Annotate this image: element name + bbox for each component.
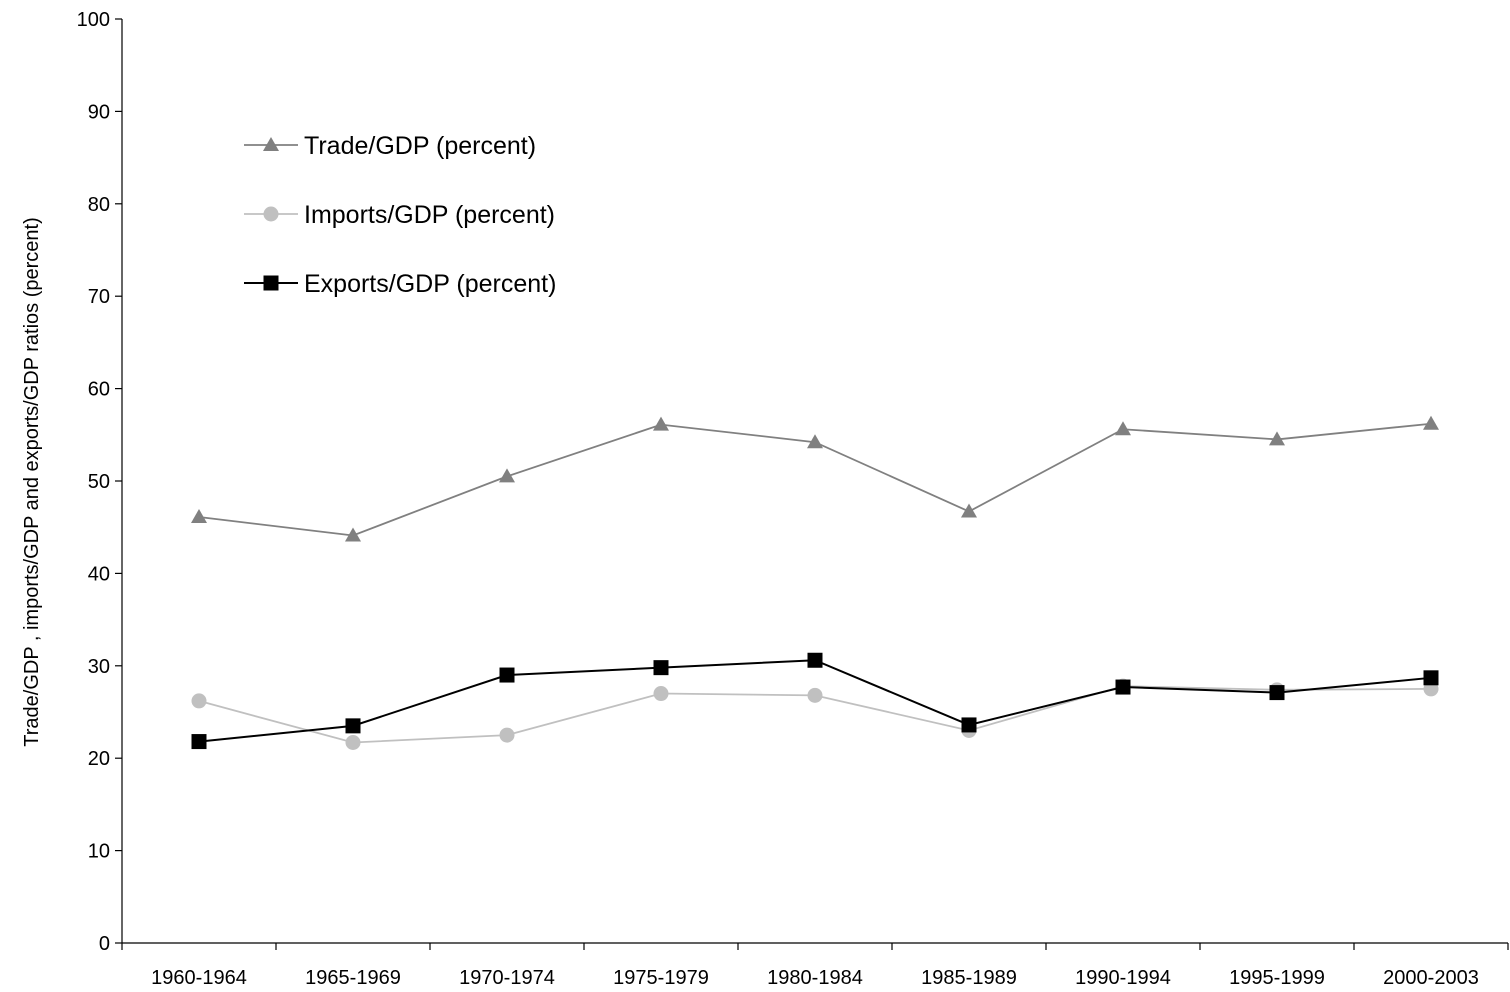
data-point — [191, 693, 207, 709]
legend-label: Imports/GDP (percent) — [304, 201, 555, 229]
data-point — [961, 503, 977, 518]
data-point — [499, 667, 515, 683]
data-point — [653, 660, 669, 676]
y-tick-label: 20 — [88, 748, 110, 770]
y-axis-title: Trade/GDP , imports/GDP and exports/GDP … — [21, 217, 43, 746]
y-tick-label: 60 — [88, 379, 110, 401]
legend: Trade/GDP (percent) Imports/GDP (percent)… — [244, 132, 556, 298]
legend-label: Trade/GDP (percent) — [304, 132, 536, 160]
y-tick-label: 30 — [88, 656, 110, 678]
series-3 — [191, 652, 1439, 750]
series-group — [191, 415, 1439, 750]
data-point — [1269, 685, 1285, 701]
data-point — [1115, 421, 1131, 436]
data-point — [345, 527, 361, 542]
legend-item-1: Trade/GDP (percent) — [244, 132, 536, 160]
x-tick-label: 2000-2003 — [1383, 967, 1479, 989]
data-point — [191, 509, 207, 524]
legend-item-2: Imports/GDP (percent) — [244, 201, 555, 229]
data-point — [499, 468, 515, 483]
series-1 — [191, 415, 1439, 542]
data-point — [807, 652, 823, 668]
data-point — [1115, 679, 1131, 695]
data-point — [961, 717, 977, 733]
legend-item-3: Exports/GDP (percent) — [244, 270, 556, 298]
x-tick-label: 1970-1974 — [459, 967, 555, 989]
y-tick-label: 40 — [88, 563, 110, 585]
data-point — [653, 416, 669, 431]
x-tick-label: 1980-1984 — [767, 967, 863, 989]
data-point — [191, 734, 207, 750]
y-tick-label: 100 — [77, 9, 110, 31]
axes: 0 10 20 30 40 50 60 70 80 90 100 1960-1964 1965-1969… — [77, 9, 1509, 989]
x-tick-label: 1975-1979 — [613, 967, 709, 989]
x-tick-label: 1985-1989 — [921, 967, 1017, 989]
data-point — [807, 434, 823, 449]
data-point — [345, 734, 361, 750]
data-point — [653, 686, 669, 702]
legend-marker — [263, 137, 279, 151]
data-point — [1423, 670, 1439, 686]
data-point — [1423, 415, 1439, 430]
data-point — [345, 718, 361, 734]
y-tick-label: 50 — [88, 471, 110, 493]
legend-label: Exports/GDP (percent) — [304, 270, 556, 298]
y-tick-label: 70 — [88, 286, 110, 308]
data-point — [807, 687, 823, 703]
y-tick-label: 80 — [88, 194, 110, 216]
data-point — [499, 727, 515, 743]
y-tick-label: 90 — [88, 101, 110, 123]
legend-marker — [263, 275, 279, 291]
x-tick-label: 1995-1999 — [1229, 967, 1325, 989]
y-tick-label: 10 — [88, 841, 110, 863]
x-tick-label: 1990-1994 — [1075, 967, 1171, 989]
x-tick-label: 1960-1964 — [151, 967, 247, 989]
data-point — [1269, 431, 1285, 446]
legend-marker — [263, 206, 279, 222]
y-tick-label: 0 — [99, 933, 110, 955]
x-tick-label: 1965-1969 — [305, 967, 401, 989]
series-2 — [191, 678, 1439, 750]
